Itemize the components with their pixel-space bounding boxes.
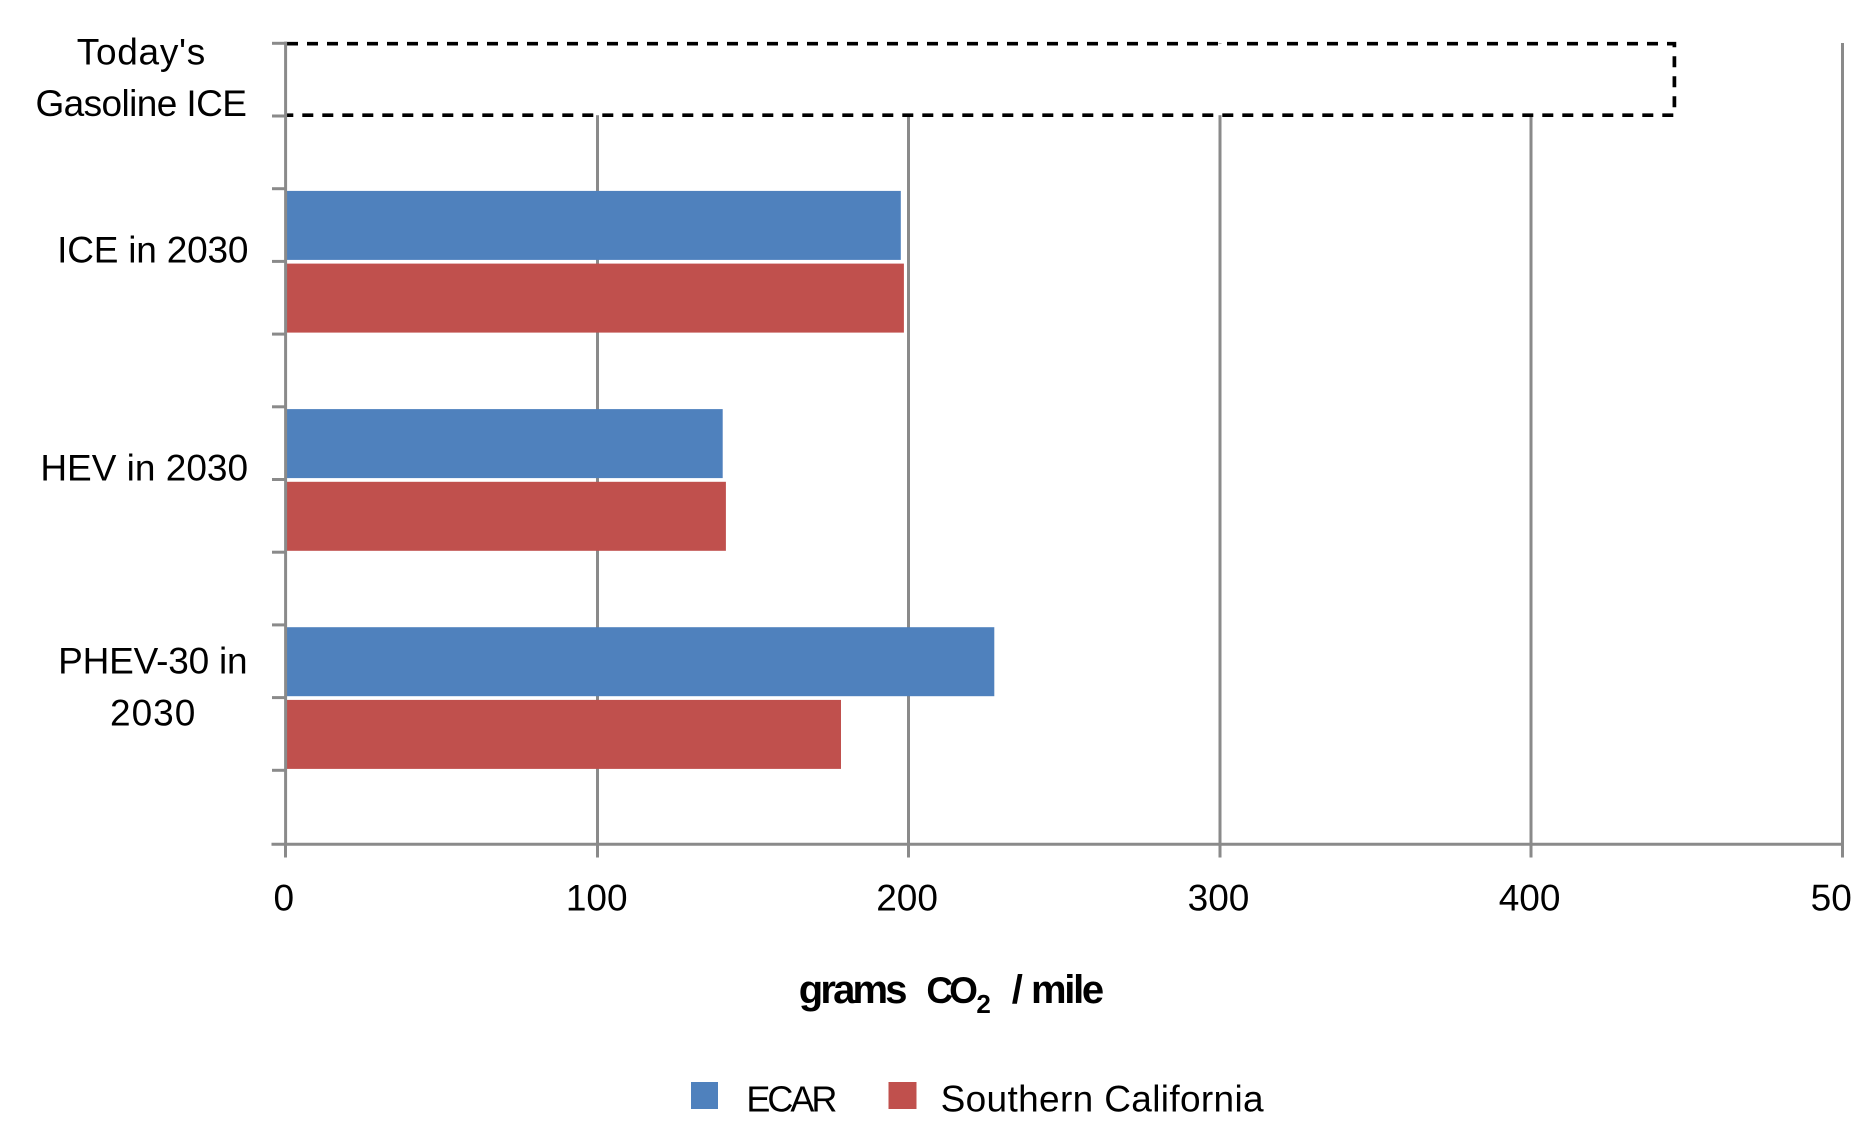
svg-text:CO: CO: [926, 970, 977, 1011]
svg-text:Today's: Today's: [77, 32, 206, 73]
svg-text:100: 100: [566, 878, 628, 919]
svg-text:PHEV-30 in: PHEV-30 in: [58, 641, 247, 682]
svg-text:400: 400: [1499, 878, 1561, 919]
svg-text:Southern California: Southern California: [941, 1079, 1264, 1120]
svg-text:grams: grams: [799, 968, 906, 1012]
svg-text:HEV in 2030: HEV in 2030: [40, 448, 248, 489]
svg-text:500: 500: [1811, 878, 1853, 919]
svg-text:2: 2: [976, 989, 990, 1019]
svg-text:300: 300: [1188, 878, 1250, 919]
svg-text:/: /: [1012, 968, 1023, 1012]
svg-text:200: 200: [876, 878, 938, 919]
svg-text:Gasoline ICE: Gasoline ICE: [36, 83, 247, 124]
svg-text:ICE in 2030: ICE in 2030: [57, 230, 248, 271]
svg-text:0: 0: [274, 878, 295, 919]
svg-text:ECAR: ECAR: [746, 1079, 836, 1120]
svg-text:mile: mile: [1031, 968, 1103, 1012]
svg-text:2030: 2030: [110, 692, 196, 733]
